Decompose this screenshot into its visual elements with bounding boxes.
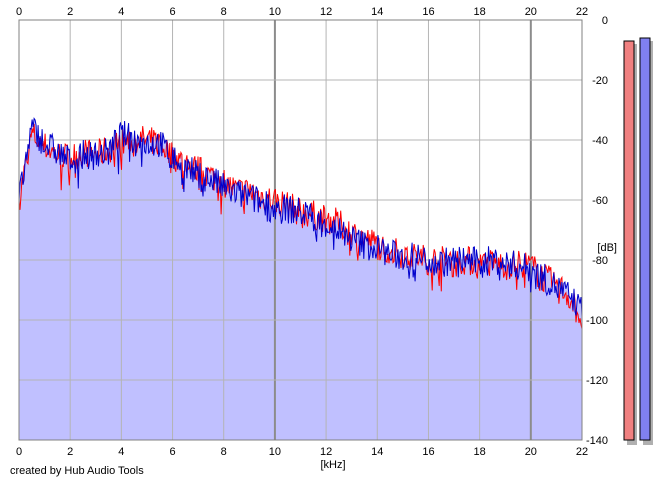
y-axis-label: [dB] xyxy=(597,242,617,254)
x-tick-label-bottom-14: 14 xyxy=(371,446,383,458)
x-tick-label-top-12: 12 xyxy=(320,6,332,18)
y-tick-label--40: -40 xyxy=(592,135,608,147)
y-tick-label--120: -120 xyxy=(586,375,608,387)
x-tick-label-bottom-4: 4 xyxy=(118,446,124,458)
x-tick-label-top-4: 4 xyxy=(118,6,124,18)
x-tick-label-bottom-22: 22 xyxy=(576,446,588,458)
y-tick-label--60: -60 xyxy=(592,195,608,207)
y-tick-label--100: -100 xyxy=(586,315,608,327)
x-tick-label-bottom-18: 18 xyxy=(474,446,486,458)
x-tick-label-bottom-2: 2 xyxy=(67,446,73,458)
x-tick-label-top-8: 8 xyxy=(221,6,227,18)
x-tick-label-bottom-20: 20 xyxy=(525,446,537,458)
x-tick-label-top-6: 6 xyxy=(169,6,175,18)
x-tick-label-bottom-16: 16 xyxy=(422,446,434,458)
y-tick-label--20: -20 xyxy=(592,75,608,87)
x-tick-label-top-18: 18 xyxy=(474,6,486,18)
spectrum-fill xyxy=(19,118,582,440)
x-tick-label-bottom-0: 0 xyxy=(16,446,22,458)
x-tick-label-bottom-12: 12 xyxy=(320,446,332,458)
x-tick-label-top-20: 20 xyxy=(525,6,537,18)
x-axis-label: [kHz] xyxy=(320,459,345,471)
plot-frame xyxy=(18,19,583,441)
level-meters xyxy=(623,37,653,445)
x-tick-label-top-14: 14 xyxy=(371,6,383,18)
x-tick-label-top-0: 0 xyxy=(16,6,22,18)
meter-left-bar xyxy=(623,40,635,441)
x-tick-label-bottom-6: 6 xyxy=(169,446,175,458)
x-tick-label-bottom-10: 10 xyxy=(269,446,281,458)
x-tick-label-bottom-8: 8 xyxy=(221,446,227,458)
x-tick-label-top-16: 16 xyxy=(422,6,434,18)
x-tick-label-top-2: 2 xyxy=(67,6,73,18)
x-tick-label-top-22: 22 xyxy=(576,6,588,18)
meter-right-bar xyxy=(639,37,651,441)
y-tick-label-0: 0 xyxy=(602,15,608,27)
x-tick-label-top-10: 10 xyxy=(269,6,281,18)
y-tick-label--80: -80 xyxy=(592,255,608,267)
series-right-channel xyxy=(18,117,583,317)
y-tick-label--140: -140 xyxy=(586,435,608,447)
footer-credit: created by Hub Audio Tools xyxy=(10,465,144,477)
spectrum-plot: 002244668810101212141416161818202022220-… xyxy=(16,6,617,471)
